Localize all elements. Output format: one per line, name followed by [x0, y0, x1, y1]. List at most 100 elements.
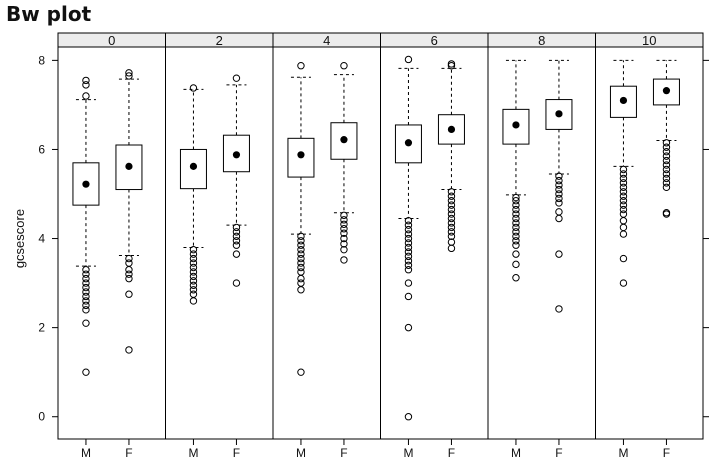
y-axis-label: gcsescore: [12, 209, 27, 268]
outlier-point: [340, 220, 348, 228]
median-dot: [555, 110, 563, 118]
outlier-point: [232, 232, 241, 241]
panel-strip-label: 0: [108, 33, 115, 48]
outlier-point: [619, 254, 628, 263]
outlier-point: [447, 205, 456, 214]
outlier-point: [404, 234, 413, 243]
outlier-point: [232, 237, 241, 245]
outlier-point: [512, 196, 520, 205]
outlier-point: [512, 260, 520, 269]
outlier-point: [232, 241, 241, 249]
outlier-point: [662, 152, 671, 160]
panel-frame: [272, 46, 381, 440]
outlier-point: [82, 283, 90, 292]
outlier-point: [82, 306, 90, 314]
outlier-point: [125, 346, 133, 354]
outlier-point: [619, 183, 628, 192]
median-dot: [447, 125, 456, 134]
outlier-point: [125, 254, 133, 263]
x-tick-label: M: [618, 446, 628, 460]
outlier-point: [82, 368, 90, 376]
outlier-point: [619, 205, 628, 214]
outlier-point: [189, 245, 198, 254]
outlier-point: [340, 62, 348, 70]
outlier-point: [189, 263, 198, 272]
outlier-point: [404, 239, 413, 247]
outlier-point: [189, 297, 198, 305]
outlier-point: [447, 192, 456, 200]
outlier-point: [619, 165, 628, 174]
median-dot: [125, 162, 133, 170]
outlier-point: [404, 266, 413, 274]
outlier-point: [447, 60, 456, 68]
x-tick-label: M: [81, 446, 91, 460]
panel-strip-label: 6: [431, 33, 438, 48]
outlier-point: [447, 219, 456, 227]
outlier-point: [404, 257, 413, 265]
outlier-point: [125, 266, 133, 274]
outlier-point: [297, 241, 305, 249]
outlier-point: [297, 286, 305, 294]
panel-strip-label: 10: [642, 33, 656, 48]
outlier-point: [619, 174, 628, 183]
median-dot: [232, 151, 241, 159]
outlier-point: [512, 274, 520, 282]
outlier-point: [662, 174, 671, 183]
outlier-point: [619, 196, 628, 205]
outlier-point: [404, 261, 413, 269]
x-tick-label: F: [340, 446, 347, 460]
panel-frame: [380, 46, 489, 440]
outlier-point: [555, 185, 563, 194]
outlier-point: [404, 221, 413, 229]
panel-strip-label: 4: [323, 33, 330, 48]
outlier-point: [189, 254, 198, 263]
outlier-point: [232, 279, 241, 287]
outlier-point: [512, 241, 520, 249]
median-dot: [297, 151, 305, 159]
median-dot: [662, 87, 671, 95]
box-iqr: [222, 134, 250, 173]
outlier-point: [297, 232, 305, 241]
outlier-point: [447, 223, 456, 232]
outlier-point: [512, 250, 520, 258]
outlier-point: [619, 179, 628, 187]
outlier-point: [125, 72, 133, 80]
outlier-point: [512, 210, 520, 218]
x-tick-label: M: [188, 446, 198, 460]
outlier-point: [662, 183, 671, 192]
outlier-point: [189, 259, 198, 267]
outlier-point: [297, 62, 305, 70]
y-tick-label: 0: [38, 410, 45, 424]
outlier-point: [447, 232, 456, 241]
outlier-point: [340, 240, 348, 248]
outlier-point: [447, 196, 456, 205]
outlier-point: [555, 190, 563, 198]
outlier-point: [447, 201, 456, 209]
outlier-point: [512, 214, 520, 223]
outlier-point: [82, 92, 90, 100]
outlier-point: [512, 232, 520, 241]
outlier-point: [447, 188, 456, 196]
outlier-point: [512, 228, 520, 236]
outlier-point: [189, 290, 198, 298]
outlier-point: [404, 279, 413, 287]
outlier-point: [82, 266, 90, 274]
outlier-point: [297, 279, 305, 287]
outlier-point: [619, 279, 628, 287]
outlier-point: [555, 181, 563, 189]
outlier-point: [189, 272, 198, 281]
outlier-point: [404, 225, 413, 234]
outlier-point: [555, 214, 563, 223]
outlier-point: [232, 74, 241, 82]
panel-strip-label: 2: [216, 33, 223, 48]
median-dot: [404, 139, 413, 147]
median-dot: [340, 136, 348, 144]
panel-frame: [487, 46, 596, 440]
outlier-point: [512, 193, 520, 202]
outlier-point: [340, 211, 348, 220]
outlier-point: [232, 250, 241, 258]
outlier-point: [404, 55, 413, 64]
outlier-point: [555, 305, 563, 313]
outlier-point: [662, 179, 671, 187]
